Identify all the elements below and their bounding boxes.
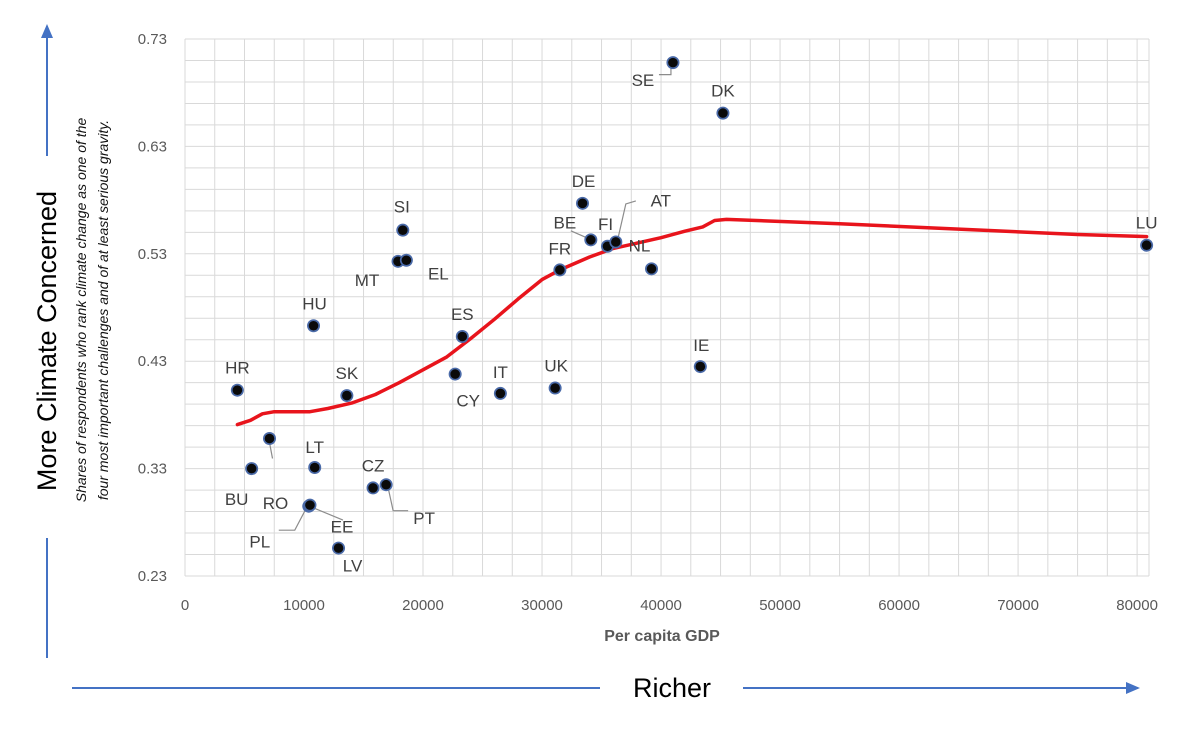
point-ie — [695, 361, 706, 372]
point-el — [401, 255, 412, 266]
point-be — [586, 235, 596, 245]
x-axis-label: Per capita GDP — [604, 628, 720, 645]
point-label-cz: CZ — [362, 456, 385, 475]
point-label-mt: MT — [355, 271, 380, 290]
data-points — [230, 56, 1154, 555]
leader-lines — [268, 66, 672, 531]
left-arrow-label: More Climate Concerned — [32, 191, 62, 491]
point-label-hr: HR — [225, 359, 250, 378]
x-tick-label: 20000 — [402, 597, 444, 614]
point-sk — [342, 390, 352, 401]
point-es — [457, 331, 468, 342]
y-tick-label: 0.33 — [138, 461, 167, 478]
point-lu — [1141, 240, 1152, 251]
y-tick-label: 0.43 — [138, 353, 167, 370]
point-labels: HR BU RO PL EE HU LT LV SK CZ PT MT SI EL CY ES IT UK FR DE… — [225, 71, 1158, 575]
point-de — [577, 198, 588, 209]
x-tick-label: 10000 — [283, 597, 325, 614]
point-label-pl: PL — [249, 533, 270, 552]
x-tick-label: 80000 — [1116, 597, 1158, 614]
point-hr — [232, 385, 243, 395]
trend-line — [235, 217, 1149, 427]
y-tick-label: 0.23 — [138, 568, 167, 585]
point-label-nl: NL — [629, 236, 651, 255]
x-tick-label: 40000 — [640, 597, 682, 614]
point-bu — [246, 463, 257, 474]
point-label-el: EL — [428, 265, 449, 284]
point-label-se: SE — [632, 71, 655, 90]
point-label-ro: RO — [263, 494, 289, 513]
x-tick-label: 60000 — [878, 597, 920, 614]
point-it — [495, 388, 506, 399]
point-label-ee: EE — [331, 518, 354, 537]
y-axis-label-line-1: Shares of respondents who rank climate c… — [73, 118, 89, 503]
point-label-de: DE — [572, 172, 596, 191]
x-tick-label: 50000 — [759, 597, 801, 614]
point-label-ie: IE — [693, 336, 709, 355]
point-hu — [308, 320, 319, 331]
leader-line-ro — [268, 442, 274, 459]
leader-line-pt — [387, 487, 409, 512]
point-label-uk: UK — [544, 357, 568, 376]
point-cy — [450, 369, 460, 379]
point-pt — [381, 479, 391, 490]
leader-line-se — [658, 66, 672, 76]
point-label-lt: LT — [305, 438, 324, 457]
point-label-lu: LU — [1136, 214, 1158, 233]
leader-line-ee — [313, 507, 344, 521]
bottom-arrow-label: Richer — [633, 673, 711, 703]
point-label-be: BE — [553, 213, 576, 232]
point-label-it: IT — [493, 363, 508, 382]
leader-line-at — [617, 200, 636, 240]
y-tick-label: 0.63 — [138, 138, 167, 155]
x-tick-label: 30000 — [521, 597, 563, 614]
y-tick-label: 0.73 — [138, 31, 167, 48]
point-label-hu: HU — [302, 294, 327, 313]
point-lv — [333, 543, 344, 553]
point-label-sk: SK — [336, 364, 359, 383]
x-tick-label: 0 — [181, 597, 189, 614]
point-label-at: AT — [651, 191, 671, 210]
y-axis-ticks: 0.23 0.33 0.43 0.53 0.63 0.73 — [138, 31, 167, 585]
point-label-lv: LV — [343, 557, 363, 576]
point-label-dk: DK — [711, 82, 735, 101]
point-label-pt: PT — [413, 509, 435, 528]
point-dk — [718, 108, 728, 118]
point-at — [611, 237, 621, 247]
point-label-bu: BU — [225, 490, 249, 509]
point-ee — [305, 500, 315, 510]
point-fr — [555, 265, 565, 275]
point-label-fr: FR — [549, 239, 572, 258]
point-label-cy: CY — [456, 392, 480, 411]
point-si — [397, 225, 408, 235]
point-ro — [264, 433, 275, 444]
point-lt — [309, 462, 320, 473]
x-tick-label: 70000 — [997, 597, 1039, 614]
point-label-fi: FI — [598, 215, 613, 234]
leader-line-pl — [278, 508, 307, 531]
point-nl — [646, 264, 657, 274]
x-axis-ticks: 0 10000 20000 30000 40000 50000 60000 70000 8000… — [181, 597, 1158, 614]
point-label-es: ES — [451, 305, 474, 324]
grid — [184, 38, 1150, 577]
point-uk — [550, 383, 560, 393]
trend-curve — [235, 217, 1149, 427]
point-cz — [368, 483, 378, 493]
y-axis-label-line-2: four most important challenges and of at… — [95, 120, 111, 500]
y-tick-label: 0.53 — [138, 246, 167, 263]
point-label-si: SI — [394, 198, 410, 217]
point-se — [668, 57, 678, 68]
leader-line-be — [570, 230, 588, 239]
